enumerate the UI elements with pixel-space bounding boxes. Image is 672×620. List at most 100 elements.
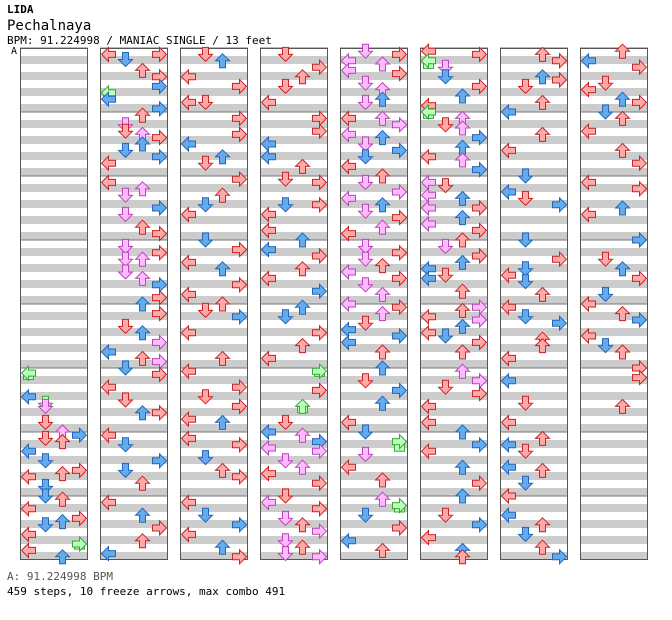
down-arrow-note bbox=[517, 78, 534, 95]
down-arrow-note bbox=[357, 75, 374, 91]
beat-band bbox=[180, 312, 248, 320]
beat-band bbox=[340, 408, 408, 416]
beat-band bbox=[180, 192, 248, 200]
beat-band bbox=[20, 144, 88, 152]
beat-band bbox=[260, 56, 328, 64]
up-arrow-note bbox=[214, 296, 231, 312]
beat-band bbox=[180, 64, 248, 72]
beat-band bbox=[100, 80, 168, 88]
down-arrow-note bbox=[277, 533, 294, 549]
down-arrow-note bbox=[357, 446, 374, 463]
beat-band bbox=[20, 416, 88, 424]
right-arrow-note bbox=[472, 199, 488, 217]
beat-band bbox=[260, 240, 328, 248]
beat-band bbox=[580, 72, 648, 80]
beat-band bbox=[420, 440, 488, 448]
beat-band bbox=[340, 128, 408, 136]
left-arrow-note bbox=[580, 81, 596, 98]
beat-band bbox=[500, 208, 568, 216]
beat-band bbox=[20, 72, 88, 80]
up-arrow-note bbox=[374, 360, 391, 376]
beat-band bbox=[260, 280, 328, 288]
beat-band bbox=[260, 472, 328, 480]
beat-band bbox=[420, 456, 488, 464]
down-arrow-note bbox=[357, 507, 374, 523]
beat-band bbox=[260, 528, 328, 536]
beat-band bbox=[100, 88, 168, 96]
beat-band bbox=[260, 88, 328, 96]
up-arrow-note bbox=[374, 305, 391, 322]
beat-band bbox=[180, 288, 248, 296]
beat-band bbox=[420, 296, 488, 304]
beat-band bbox=[580, 104, 648, 112]
down-arrow-note bbox=[277, 414, 294, 431]
beat-band bbox=[20, 168, 88, 176]
right-arrow-note bbox=[312, 58, 328, 76]
chart-column bbox=[260, 47, 328, 560]
beat-band bbox=[100, 424, 168, 432]
right-arrow-note bbox=[232, 241, 248, 258]
beat-band bbox=[260, 256, 328, 264]
beat-band bbox=[20, 408, 88, 416]
left-arrow-note bbox=[260, 465, 276, 482]
beat-band bbox=[100, 344, 168, 352]
beat-band bbox=[20, 440, 88, 448]
chart-column bbox=[340, 47, 408, 560]
beat-band bbox=[180, 216, 248, 224]
song-title: Pechalnaya bbox=[7, 18, 92, 34]
beat-band bbox=[100, 504, 168, 512]
beat-band bbox=[20, 336, 88, 344]
beat-band bbox=[20, 296, 88, 304]
beat-band bbox=[580, 88, 648, 96]
down-arrow-note bbox=[357, 174, 374, 191]
left-arrow-note bbox=[340, 110, 356, 127]
beat-band bbox=[260, 168, 328, 176]
beat-band bbox=[580, 344, 648, 352]
beat-band bbox=[420, 248, 488, 256]
beat-band bbox=[20, 352, 88, 360]
left-arrow-note bbox=[420, 103, 436, 121]
beat-band bbox=[100, 328, 168, 336]
right-arrow-note bbox=[632, 311, 648, 329]
left-arrow-note bbox=[100, 174, 116, 191]
down-arrow-note bbox=[37, 414, 54, 431]
right-arrow-note bbox=[392, 209, 408, 226]
beat-band bbox=[20, 472, 88, 480]
beat-band bbox=[100, 296, 168, 304]
up-arrow-note bbox=[454, 363, 471, 379]
beat-band bbox=[260, 440, 328, 448]
up-arrow-note bbox=[374, 472, 391, 488]
beat-band bbox=[500, 120, 568, 128]
up-arrow-note bbox=[294, 232, 311, 248]
beat-band bbox=[420, 416, 488, 424]
beat-band bbox=[180, 480, 248, 488]
beat-band bbox=[260, 224, 328, 232]
up-arrow-note bbox=[134, 219, 151, 235]
chart-column bbox=[20, 47, 88, 560]
up-arrow-note bbox=[294, 261, 311, 277]
right-arrow-note bbox=[232, 78, 248, 95]
right-arrow-note bbox=[472, 516, 488, 534]
right-arrow-note bbox=[312, 382, 328, 399]
right-arrow-note bbox=[472, 46, 488, 63]
beat-band bbox=[100, 312, 168, 320]
left-arrow-note bbox=[580, 122, 596, 140]
beat-band bbox=[340, 240, 408, 248]
left-arrow-note bbox=[580, 206, 596, 223]
beat-band bbox=[180, 200, 248, 208]
beat-band bbox=[260, 192, 328, 200]
beat-band bbox=[420, 528, 488, 536]
chart-column bbox=[100, 47, 168, 560]
beat-band bbox=[20, 288, 88, 296]
beat-band bbox=[580, 368, 648, 376]
left-arrow-note bbox=[260, 94, 276, 111]
stats-footer: 459 steps, 10 freeze arrows, max combo 4… bbox=[7, 585, 286, 598]
left-arrow-note bbox=[420, 414, 436, 431]
down-arrow-note bbox=[357, 277, 374, 293]
right-arrow-note bbox=[72, 510, 88, 527]
beat-band bbox=[20, 208, 88, 216]
beat-band bbox=[340, 304, 408, 312]
beat-band bbox=[260, 496, 328, 504]
left-arrow-note bbox=[180, 526, 196, 543]
right-arrow-note bbox=[552, 250, 568, 268]
